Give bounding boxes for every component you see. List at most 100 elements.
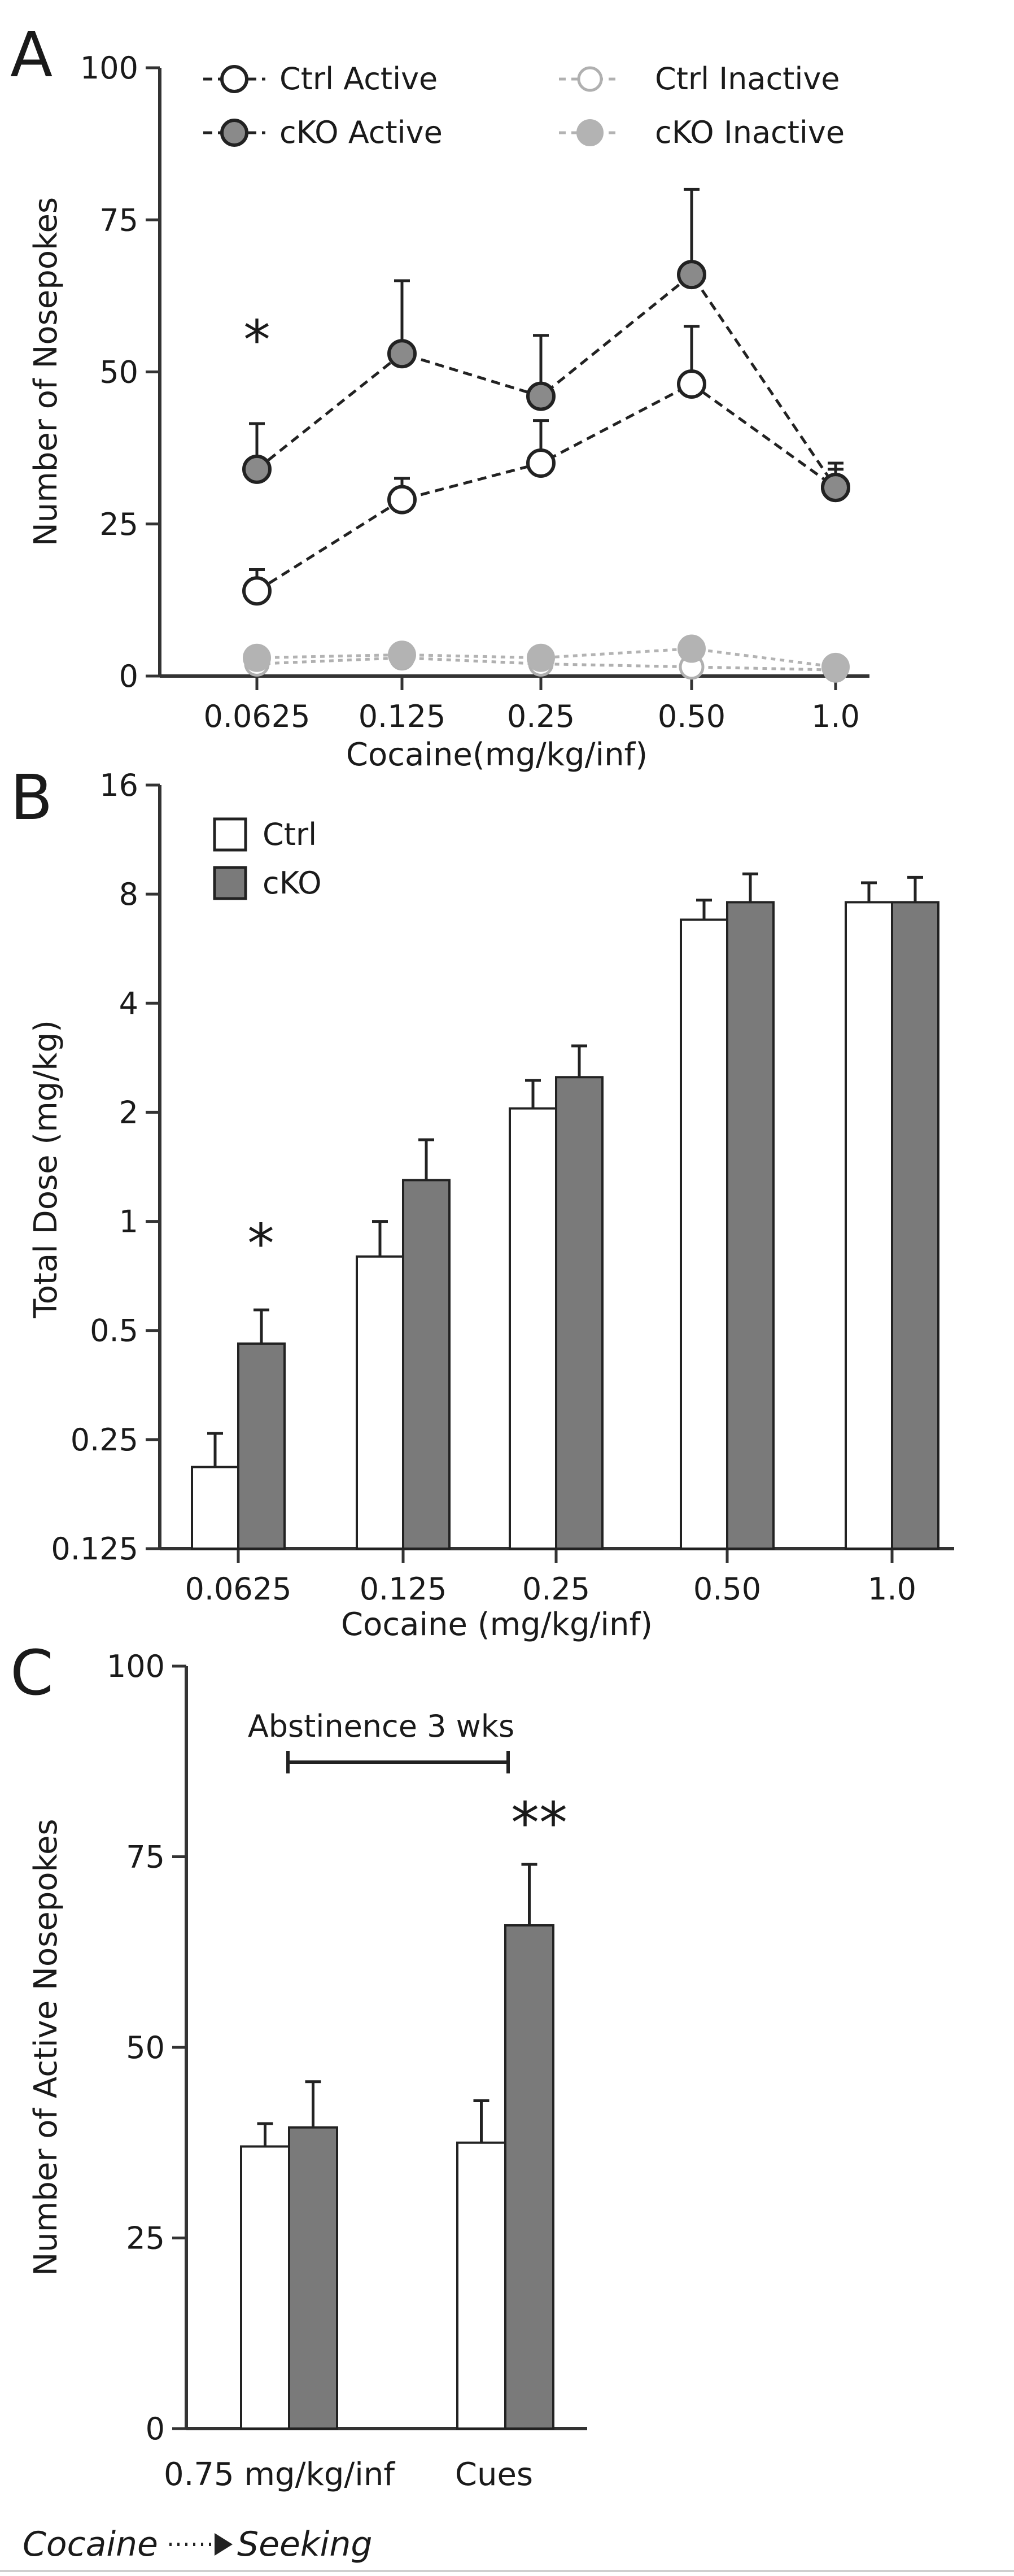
panel-a-marker-ctrl-active [242, 576, 272, 606]
panel-b-bar-ctrl [191, 1466, 239, 1550]
panel-c-y-tick-label: 75 [126, 1840, 165, 1875]
panel-a-marker-cko-active [387, 339, 417, 369]
panel-a-y-axis-label: Number of Nosepokes [28, 197, 64, 546]
panel-b-significance-star: * [247, 1213, 274, 1275]
legend-label-ctrl: Ctrl [263, 817, 317, 852]
panel-b-bar-chart: 0.125 0.25 0.5 1 2 4 8 16 0.0625 0.125 0.25 0.50 1.… [28, 768, 954, 1643]
panel-a-legend: Ctrl Active cKO Active Ctrl Inactive cKO… [203, 61, 845, 150]
panel-b-x-tick-label: 0.25 [522, 1571, 590, 1607]
abstinence-label: Abstinence 3 wks [248, 1708, 514, 1744]
panel-a-marker-cko-inactive [388, 640, 416, 669]
panel-c-y-tick-label: 100 [107, 1649, 165, 1684]
panel-b-x-tick-label: 1.0 [868, 1571, 916, 1607]
panel-c-y-axis-label: Number of Active Nosepokes [28, 1819, 64, 2276]
panel-b-y-tick-label: 0.125 [51, 1531, 138, 1567]
panel-a-marker-ctrl-active [677, 369, 706, 399]
panel-a-x-axis-label: Cocaine(mg/kg/inf) [346, 736, 648, 773]
panel-c-y-tick-label: 50 [126, 2030, 165, 2065]
panel-b-x-tick-label: 0.125 [360, 1571, 447, 1607]
panel-c-y-tick-label: 0 [146, 2411, 165, 2447]
legend-label-ctrl-inactive: Ctrl Inactive [655, 61, 840, 97]
legend-marker-cko-inactive [576, 119, 604, 146]
panel-c-bar-cko [288, 2126, 338, 2430]
footer-cocaine-label: Cocaine [23, 2525, 158, 2564]
panel-b-x-ticks: 0.0625 0.125 0.25 0.50 1.0 [185, 1549, 916, 1607]
panel-a-x-ticks: 0.0625 0.125 0.25 0.50 1.0 [204, 676, 860, 734]
panel-b-bars [191, 901, 939, 1550]
legend-label-ctrl-active: Ctrl Active [279, 61, 438, 97]
panel-a-line-chart: 0 25 50 75 100 0.0625 0.125 0.25 0.50 1.0 Ctrl A… [28, 50, 869, 773]
panel-label-b: B [10, 761, 53, 834]
panel-c-bars [240, 1924, 554, 2430]
legend-label-cko: cKO [263, 865, 322, 901]
panel-b-bar-cko [555, 1076, 604, 1550]
panel-b-bar-ctrl [680, 918, 728, 1550]
panel-c-x-tick-cues: Cues [455, 2456, 533, 2493]
panel-b-y-ticks: 0.125 0.25 0.5 1 2 4 8 16 [51, 768, 160, 1567]
panel-b-bar-cko [726, 901, 775, 1550]
panel-label-a: A [10, 19, 53, 91]
panel-a-marker-cko-inactive [821, 652, 850, 681]
panel-b-y-axis-label: Total Dose (mg/kg) [28, 1020, 64, 1319]
panel-b-y-tick-label: 16 [99, 768, 138, 803]
footer-seeking-label: Seeking [237, 2525, 372, 2564]
legend-swatch-cko [213, 866, 247, 900]
panel-b-bar-ctrl [356, 1255, 404, 1550]
legend-marker-cko-active [220, 119, 248, 147]
panel-c-y-tick-label: 25 [126, 2221, 165, 2256]
panel-b-x-axis-label: Cocaine (mg/kg/inf) [341, 1606, 653, 1643]
panel-a-y-tick-label: 50 [99, 355, 138, 390]
panel-c-x-tick-dose: 0.75 mg/kg/inf [164, 2456, 395, 2493]
panel-c-bar-chart: 0 25 50 75 100 Abstinence 3 wks ** 0.75 mg/k… [23, 1649, 587, 2564]
panel-a-marker-cko-active [677, 260, 706, 290]
panel-b-bar-cko [891, 901, 939, 1550]
panel-a-y-ticks: 0 25 50 75 100 [80, 50, 160, 694]
panel-c-y-ticks: 0 25 50 75 100 [107, 1649, 186, 2447]
panel-a-markers [242, 260, 850, 683]
panel-a-marker-ctrl-active [526, 448, 556, 478]
panel-c-bar-ctrl [240, 2145, 290, 2430]
panel-b-y-tick-label: 1 [119, 1204, 138, 1240]
panel-b-error-bars [207, 872, 923, 1467]
panel-a-x-tick-label: 0.125 [359, 699, 446, 734]
panel-a-x-tick-label: 0.25 [507, 699, 575, 734]
panel-a-marker-cko-inactive [243, 643, 271, 672]
panel-a-y-tick-label: 100 [80, 50, 138, 86]
panel-b-y-tick-label: 8 [119, 877, 138, 912]
panel-a-y-tick-label: 25 [99, 507, 138, 542]
panel-a-marker-cko-active [526, 381, 556, 411]
panel-a-marker-cko-inactive [678, 634, 706, 663]
panel-c-bar-cko [504, 1924, 554, 2430]
legend-marker-ctrl-inactive [577, 66, 603, 92]
panel-b-y-tick-label: 0.25 [71, 1422, 138, 1458]
panel-a-x-tick-label: 0.50 [658, 699, 725, 734]
panel-a-significance-star: * [243, 310, 270, 372]
panel-b-bar-cko [237, 1342, 286, 1550]
panel-b-bar-ctrl [509, 1107, 557, 1550]
panel-b-y-tick-label: 4 [119, 986, 138, 1021]
panel-c-bar-ctrl [456, 2141, 506, 2430]
legend-label-cko-inactive: cKO Inactive [655, 115, 845, 150]
legend-label-cko-active: cKO Active [279, 115, 443, 150]
footer-arrow-head-icon [215, 2533, 233, 2556]
panel-a-x-tick-label: 1.0 [811, 699, 860, 734]
panel-b-legend: Ctrl cKO [213, 817, 322, 901]
legend-swatch-ctrl [213, 817, 247, 852]
panel-b-bar-ctrl [845, 901, 893, 1550]
panel-b-bar-cko [402, 1179, 451, 1550]
panel-a-marker-ctrl-active [387, 485, 417, 515]
panel-a-marker-cko-active [821, 473, 850, 503]
panel-b-x-tick-label: 0.0625 [185, 1571, 292, 1607]
panel-a-y-tick-label: 0 [119, 659, 138, 694]
panel-label-c: C [10, 1637, 54, 1709]
legend-marker-ctrl-active [220, 65, 248, 93]
panel-b-y-tick-label: 0.5 [90, 1313, 138, 1349]
panel-b-y-tick-label: 2 [119, 1095, 138, 1130]
panel-a-x-tick-label: 0.0625 [204, 699, 311, 734]
panel-a-marker-cko-active [242, 454, 272, 484]
panel-b-x-tick-label: 0.50 [693, 1571, 761, 1607]
panel-c-error-bars [257, 1863, 537, 2147]
panel-a-marker-cko-inactive [527, 643, 555, 672]
panel-a-y-tick-label: 75 [99, 202, 138, 238]
